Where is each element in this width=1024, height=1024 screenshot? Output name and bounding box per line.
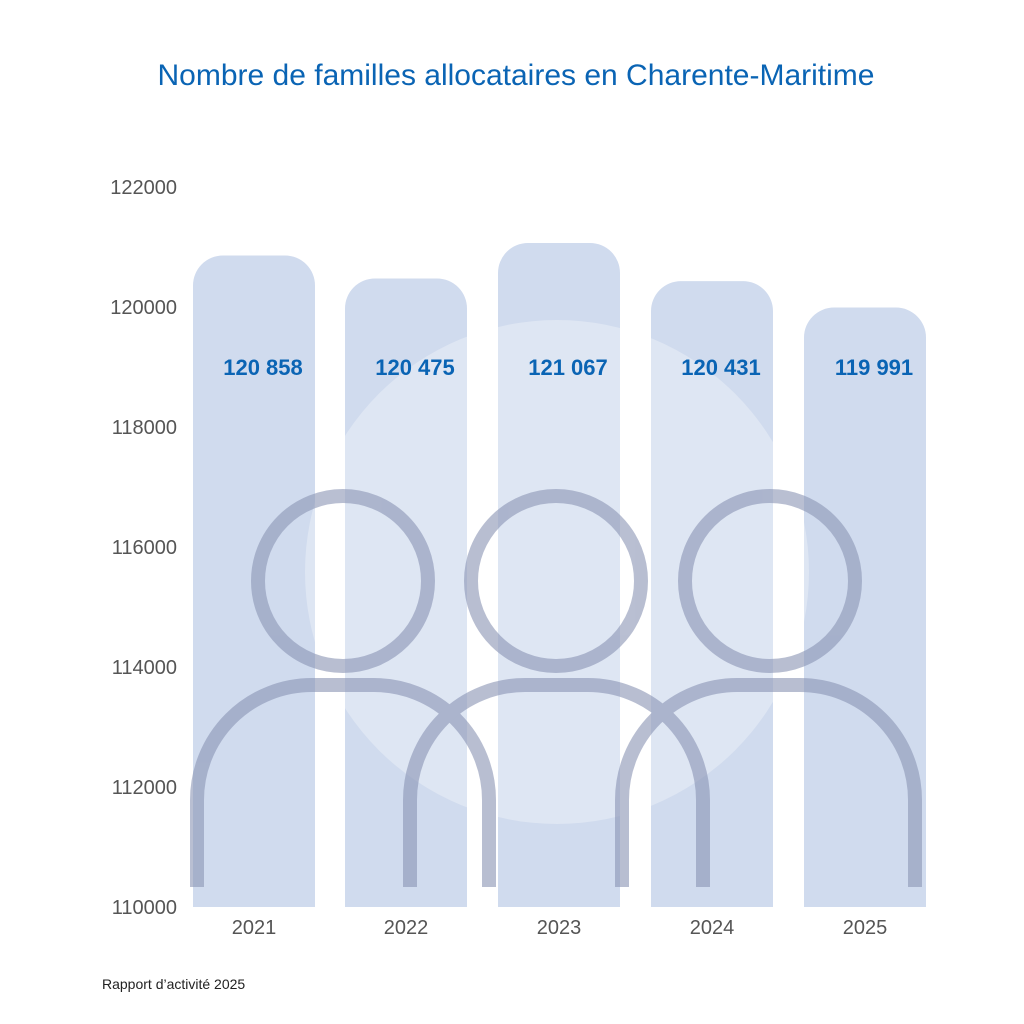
x-tick-label: 2023: [537, 917, 582, 939]
y-tick-label: 120000: [110, 297, 177, 319]
person-head-icon: [464, 489, 648, 673]
bar-2023: [498, 242, 620, 908]
x-tick-label: 2024: [690, 917, 735, 939]
chart-title: Nombre de familles allocataires en Chare…: [158, 59, 875, 92]
data-label: 120 431: [681, 355, 761, 380]
source-note: Rapport d’activité 2025: [102, 976, 245, 992]
person-body-icon: [403, 678, 710, 887]
y-tick-label: 112000: [112, 777, 177, 799]
family-icon: [190, 489, 922, 887]
person-body-icon: [615, 678, 922, 887]
person-body-icon: [190, 678, 496, 887]
bar-2025: [804, 307, 926, 907]
bar-2022: [345, 278, 467, 907]
x-tick-label: 2025: [843, 917, 888, 939]
y-tick-label: 110000: [112, 897, 177, 919]
data-label: 120 858: [223, 355, 303, 380]
bar-2024: [651, 281, 773, 907]
data-label: 120 475: [375, 355, 455, 380]
data-label: 119 991: [835, 355, 913, 380]
person-head-icon: [678, 489, 862, 673]
y-tick-label: 118000: [112, 417, 177, 439]
x-tick-label: 2021: [232, 917, 277, 939]
background-circle: [305, 320, 809, 824]
y-tick-label: 116000: [112, 537, 177, 559]
data-label: 121 067: [528, 355, 608, 380]
person-head-icon: [251, 489, 435, 673]
y-tick-label: 114000: [112, 657, 177, 679]
x-tick-label: 2022: [384, 917, 429, 939]
y-tick-label: 122000: [110, 177, 177, 199]
